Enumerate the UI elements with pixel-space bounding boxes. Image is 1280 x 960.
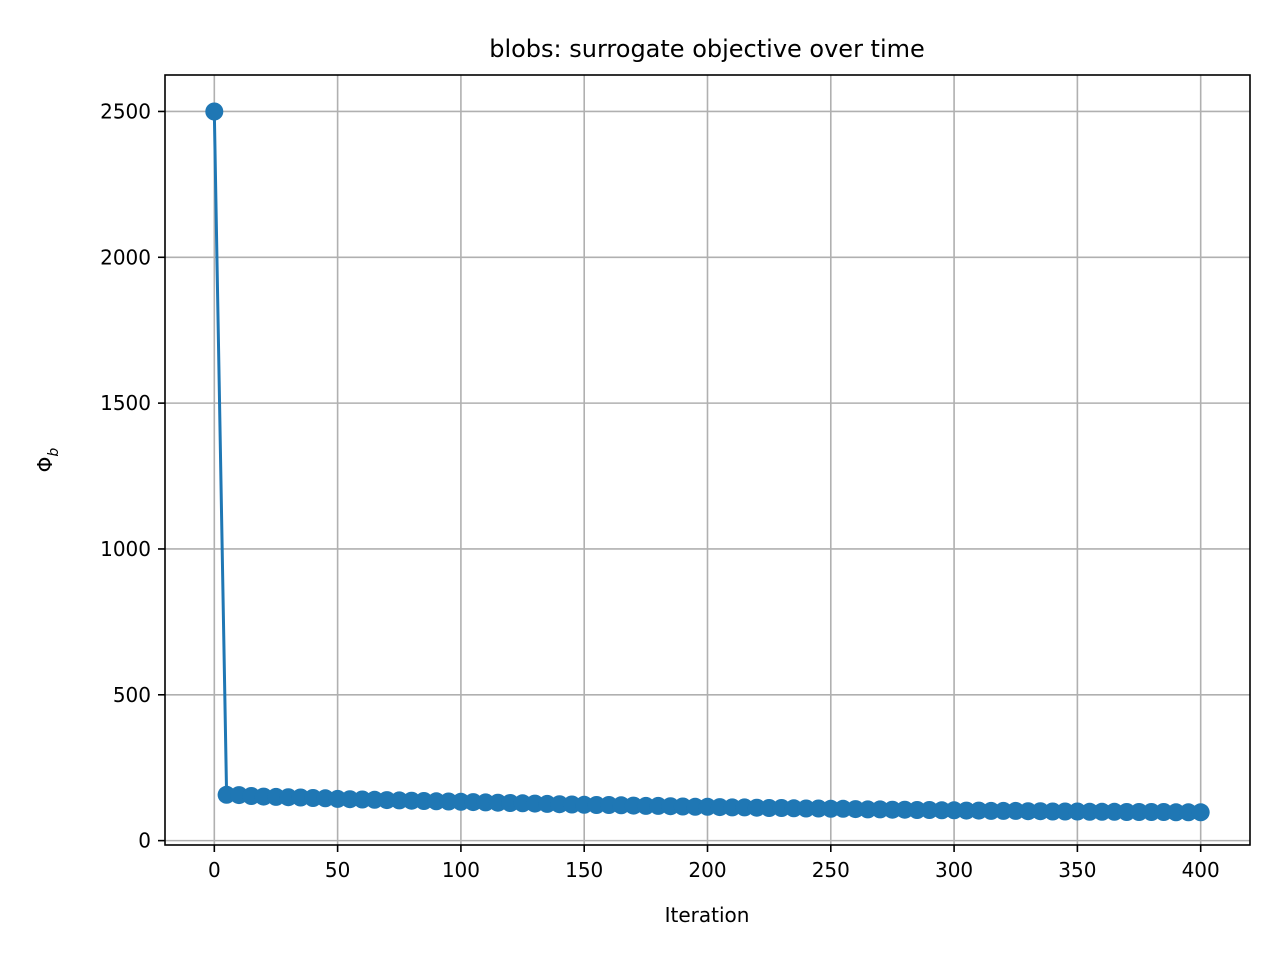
grid: [165, 75, 1250, 845]
x-tick-label: 100: [442, 858, 480, 882]
data-point: [982, 801, 1001, 820]
y-axis-label: Φb: [33, 448, 62, 473]
y-tick-label: 1500: [100, 391, 151, 415]
x-tick-label: 200: [688, 858, 726, 882]
x-axis-label: Iteration: [665, 903, 750, 927]
data-point: [686, 797, 705, 816]
data-point: [1043, 802, 1062, 821]
data-point: [932, 801, 951, 820]
data-point: [723, 798, 742, 817]
data-point: [1130, 803, 1148, 821]
x-tick-label: 50: [325, 858, 350, 882]
chart-title: blobs: surrogate objective over time: [489, 35, 925, 63]
data-point: [957, 801, 976, 820]
x-tick-label: 0: [208, 858, 221, 882]
y-axis: 0 500 1000 1500 2000 2500: [100, 99, 165, 853]
x-tick-label: 350: [1058, 858, 1096, 882]
data-point: [636, 796, 655, 815]
y-tick-label: 2500: [100, 99, 151, 123]
x-tick-label: 250: [812, 858, 850, 882]
data-point: [205, 102, 224, 121]
x-tick-label: 300: [935, 858, 973, 882]
data-point: [883, 800, 902, 819]
data-point: [908, 801, 927, 819]
data-point: [1179, 803, 1198, 822]
data-point: [1117, 803, 1136, 821]
x-tick-label: 150: [565, 858, 603, 882]
data-point: [994, 801, 1013, 820]
x-axis: 0 50 100 150 200 250 300 350 400: [208, 845, 1220, 882]
data-point: [1167, 803, 1185, 822]
y-tick-label: 1000: [100, 537, 151, 561]
data-point: [1019, 802, 1038, 821]
data-point: [760, 799, 779, 817]
y-axis-label-subscript: b: [46, 448, 62, 457]
data-point: [1142, 803, 1161, 821]
data-point: [797, 799, 816, 818]
data-point: [1080, 802, 1099, 821]
y-axis-label-symbol: Φ: [33, 457, 57, 473]
y-tick-label: 500: [113, 683, 151, 707]
y-tick-label: 0: [138, 829, 151, 853]
data-point: [587, 796, 606, 814]
data-point: [1191, 803, 1210, 822]
y-tick-label: 2000: [100, 245, 151, 269]
data-point: [858, 800, 877, 819]
data-point: [1056, 802, 1075, 821]
data-point: [1093, 802, 1111, 821]
x-tick-label: 400: [1182, 858, 1220, 882]
plot-area: [205, 102, 1210, 822]
data-point: [821, 799, 840, 818]
